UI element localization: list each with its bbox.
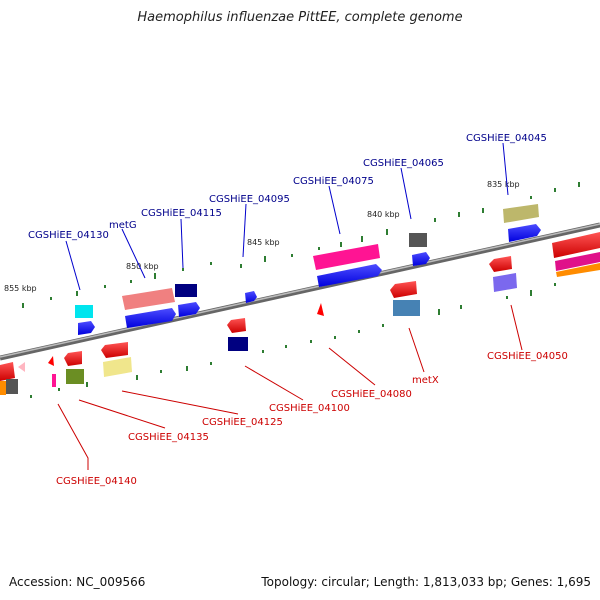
gene-arrow[interactable] bbox=[317, 264, 382, 287]
kbp-label: 835 kbp bbox=[487, 180, 520, 189]
gene-block[interactable] bbox=[103, 357, 132, 377]
gene-arrow[interactable] bbox=[125, 308, 176, 328]
gene-label[interactable]: CGSHiEE_04130 bbox=[28, 230, 109, 241]
gene-label[interactable]: CGSHiEE_04065 bbox=[363, 158, 444, 169]
leader-lines-bottom bbox=[57, 304, 523, 470]
gene-block[interactable] bbox=[66, 369, 84, 384]
gene-block[interactable] bbox=[228, 337, 248, 351]
gene-arrow[interactable] bbox=[227, 318, 246, 333]
gene-arrow[interactable] bbox=[317, 303, 324, 316]
gene-label[interactable]: CGSHiEE_04135 bbox=[128, 432, 209, 443]
gene-arrow[interactable] bbox=[48, 356, 54, 366]
gene-block[interactable] bbox=[0, 381, 6, 395]
gene-arrow[interactable] bbox=[245, 291, 257, 303]
scale-ticks-inner bbox=[30, 283, 556, 398]
gene-block[interactable] bbox=[503, 204, 539, 223]
topology-text: Topology: circular; Length: 1,813,033 bp… bbox=[261, 575, 591, 589]
gene-arrow[interactable] bbox=[552, 232, 600, 258]
gene-arrow[interactable] bbox=[412, 252, 430, 266]
gene-arrow[interactable] bbox=[18, 362, 25, 372]
gene-label[interactable]: CGSHiEE_04125 bbox=[202, 417, 283, 428]
gene-arrow[interactable] bbox=[0, 362, 15, 381]
genome-backbone bbox=[0, 222, 600, 361]
gene-arrow[interactable] bbox=[101, 342, 128, 358]
leader-lines-top bbox=[65, 142, 509, 291]
gene-label[interactable]: CGSHiEE_04100 bbox=[269, 403, 350, 414]
gene-arrow[interactable] bbox=[489, 256, 512, 272]
gene-block[interactable] bbox=[493, 273, 517, 292]
gene-block[interactable] bbox=[175, 284, 197, 297]
kbp-label: 855 kbp bbox=[4, 284, 37, 293]
gene-label[interactable]: CGSHiEE_04050 bbox=[487, 351, 568, 362]
gene-block[interactable] bbox=[555, 252, 600, 271]
gene-block[interactable] bbox=[556, 263, 600, 277]
gene-block[interactable] bbox=[52, 374, 56, 387]
scale-ticks-outer bbox=[22, 182, 580, 308]
gene-block[interactable] bbox=[75, 305, 93, 318]
gene-label[interactable]: metG bbox=[109, 220, 137, 231]
gene-block[interactable] bbox=[313, 244, 380, 270]
gene-block[interactable] bbox=[122, 288, 175, 310]
gene-arrow[interactable] bbox=[390, 281, 417, 298]
gene-arrow[interactable] bbox=[78, 321, 95, 335]
gene-block[interactable] bbox=[409, 233, 427, 247]
gene-labels-bottom: CGSHiEE_04140 CGSHiEE_04135 CGSHiEE_0412… bbox=[56, 351, 568, 487]
gene-label[interactable]: CGSHiEE_04045 bbox=[466, 133, 547, 144]
gene-label[interactable]: CGSHiEE_04075 bbox=[293, 176, 374, 187]
accession-text: Accession: NC_009566 bbox=[9, 575, 146, 589]
gene-arrow[interactable] bbox=[178, 302, 200, 317]
gene-label[interactable]: CGSHiEE_04080 bbox=[331, 389, 412, 400]
gene-blocks-upper bbox=[75, 204, 600, 335]
kbp-label: 845 kbp bbox=[247, 238, 280, 247]
gene-label[interactable]: CGSHiEE_04140 bbox=[56, 476, 137, 487]
gene-labels-top: CGSHiEE_04130 metG CGSHiEE_04115 CGSHiEE… bbox=[28, 133, 547, 241]
gene-arrow[interactable] bbox=[64, 351, 82, 366]
kbp-label: 850 kbp bbox=[126, 262, 159, 271]
gene-arrow[interactable] bbox=[508, 224, 541, 242]
gene-blocks-lower bbox=[0, 256, 517, 395]
gene-label[interactable]: CGSHiEE_04095 bbox=[209, 194, 290, 205]
map-title: Haemophilus influenzae PittEE, complete … bbox=[137, 10, 463, 25]
gene-label[interactable]: CGSHiEE_04115 bbox=[141, 208, 222, 219]
gene-block[interactable] bbox=[6, 379, 18, 394]
gene-block[interactable] bbox=[393, 300, 420, 316]
gene-label[interactable]: metX bbox=[412, 375, 439, 386]
kbp-label: 840 kbp bbox=[367, 210, 400, 219]
